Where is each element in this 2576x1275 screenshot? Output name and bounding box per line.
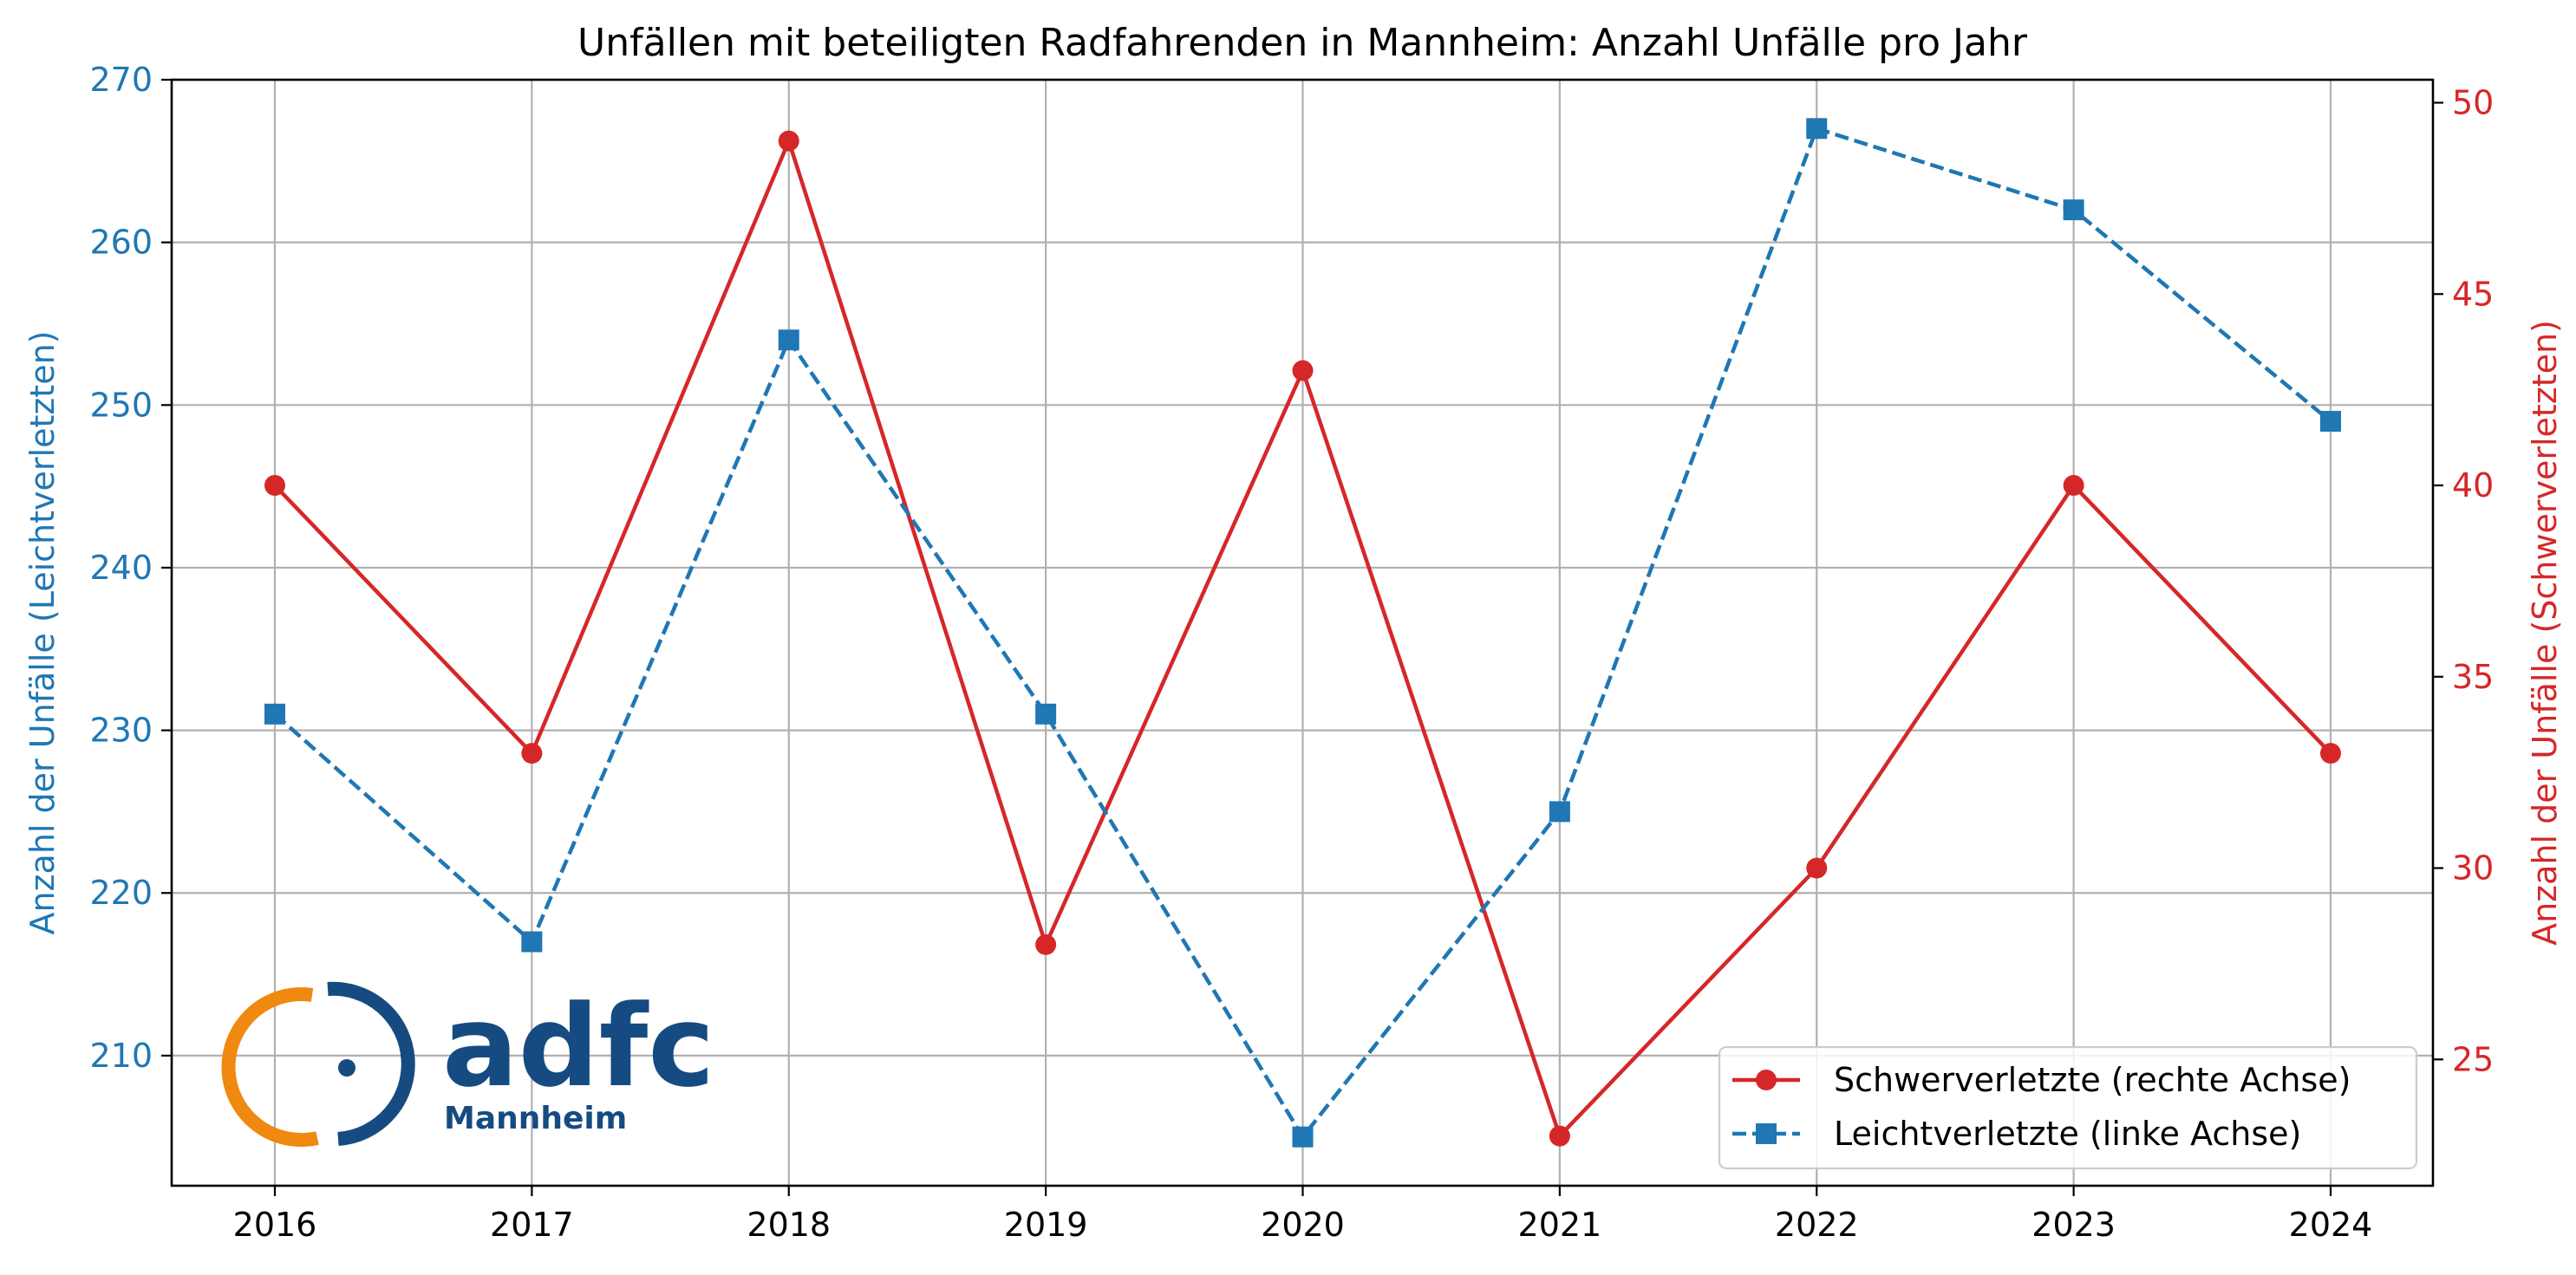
data-point-circle: [778, 130, 799, 152]
legend-box: [1718, 1045, 2418, 1170]
x-tick-label: 2016: [233, 1206, 317, 1244]
x-tick-label: 2017: [490, 1206, 574, 1244]
data-point-circle: [1035, 933, 1057, 955]
ticks: 2016 2017 2018 2019 2020 2021 2022 2023 2024 210 2…: [89, 61, 2494, 1244]
data-point-square: [1806, 118, 1828, 140]
x-tick-label: 2020: [1261, 1206, 1345, 1244]
chart-title: Unfällen mit beteiligten Radfahrenden in…: [577, 21, 2028, 65]
logo-subtext: Mannheim: [444, 1101, 627, 1136]
left-y-tick-label: 260: [89, 224, 153, 262]
data-point-square: [1549, 801, 1570, 823]
right-axis-label: Anzahl der Unfälle (Schwerverletzten): [2526, 320, 2564, 946]
right-y-tick-label: 40: [2452, 466, 2494, 504]
left-y-tick-label: 210: [89, 1037, 153, 1075]
data-point-square: [521, 931, 543, 953]
data-point-circle: [264, 475, 285, 497]
legend[interactable]: Schwerverletzte (rechte Achse) Leichtverl…: [1718, 1045, 2418, 1170]
logo-text: adfc: [442, 980, 714, 1112]
series-layer: [264, 118, 2341, 1148]
data-point-circle: [1292, 360, 1314, 381]
data-point-square: [2063, 199, 2084, 221]
data-point-circle: [1549, 1125, 1570, 1147]
data-point-square: [778, 329, 799, 351]
data-point-circle: [1806, 857, 1828, 879]
right-y-tick-label: 35: [2452, 658, 2494, 696]
x-tick-label: 2023: [2031, 1206, 2116, 1244]
left-axis-label: Anzahl der Unfälle (Leichtverletzten): [23, 331, 62, 935]
left-y-tick-label: 270: [89, 61, 153, 99]
right-y-tick-label: 45: [2452, 275, 2494, 313]
data-point-circle: [2063, 475, 2084, 497]
x-tick-label: 2019: [1004, 1206, 1088, 1244]
data-point-circle: [521, 743, 543, 764]
left-y-tick-label: 240: [89, 549, 153, 587]
x-tick-label: 2021: [1518, 1206, 1602, 1244]
legend-marker-square: [1756, 1123, 1777, 1144]
x-tick-label: 2022: [1775, 1206, 1859, 1244]
right-y-tick-label: 25: [2452, 1040, 2494, 1078]
left-y-tick-label: 220: [89, 874, 153, 912]
logo-ring-blue: [327, 981, 415, 1146]
x-tick-label: 2024: [2289, 1206, 2373, 1244]
left-y-tick-label: 250: [89, 386, 153, 424]
data-point-square: [1292, 1126, 1314, 1148]
data-point-square: [264, 703, 285, 725]
legend-label: Leichtverletzte (linke Achse): [1834, 1115, 2301, 1153]
legend-label: Schwerverletzte (rechte Achse): [1834, 1061, 2351, 1099]
data-point-square: [2320, 411, 2341, 433]
data-point-square: [1035, 703, 1057, 725]
x-tick-label: 2018: [747, 1206, 831, 1244]
logo-dot: [338, 1059, 355, 1077]
data-point-circle: [2320, 743, 2341, 764]
right-y-tick-label: 50: [2452, 83, 2494, 121]
legend-marker-circle: [1756, 1070, 1777, 1090]
left-y-tick-label: 230: [89, 712, 153, 750]
right-y-tick-label: 30: [2452, 849, 2494, 888]
logo-ring-orange: [221, 987, 319, 1147]
